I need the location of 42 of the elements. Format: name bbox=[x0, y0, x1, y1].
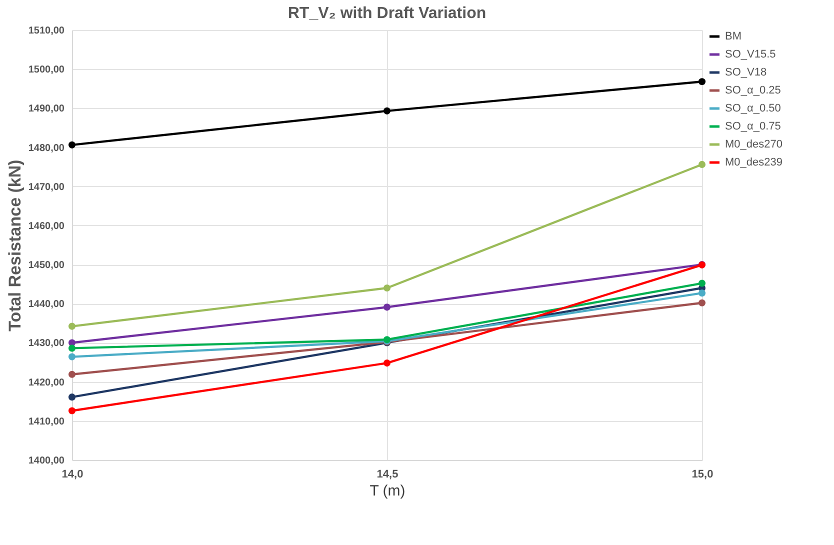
y-tick-label: 1500,00 bbox=[28, 64, 65, 76]
legend-label: SO_V15.5 bbox=[725, 48, 776, 60]
y-tick-label: 1460,00 bbox=[28, 220, 65, 232]
y-tick-label: 1470,00 bbox=[28, 182, 65, 193]
x-axis-title: T (m) bbox=[370, 482, 406, 500]
point bbox=[383, 304, 391, 311]
y-tick-label: 1490,00 bbox=[28, 104, 65, 115]
point bbox=[698, 290, 706, 297]
legend-label: M0_des270 bbox=[725, 138, 782, 150]
y-tick-label: 1420,00 bbox=[28, 377, 65, 388]
point bbox=[383, 360, 391, 367]
x-tick-label: 15,0 bbox=[692, 468, 714, 480]
point bbox=[698, 160, 706, 168]
y-tick-label: 1430,00 bbox=[28, 338, 65, 350]
point bbox=[698, 299, 706, 306]
point bbox=[383, 107, 391, 114]
y-tick-label: 1450,00 bbox=[28, 260, 65, 272]
legend-label: SO_α_0.25 bbox=[725, 84, 781, 96]
legend-label: BM bbox=[725, 30, 742, 42]
x-tick-label: 14,0 bbox=[62, 468, 84, 480]
point bbox=[383, 284, 391, 292]
point bbox=[68, 394, 76, 401]
legend-label: SO_α_0.75 bbox=[725, 120, 781, 132]
point bbox=[68, 353, 76, 360]
point bbox=[68, 322, 76, 330]
y-tick-label: 1440,00 bbox=[28, 299, 65, 310]
chart-title: RT_V₂ with Draft Variation bbox=[288, 5, 486, 22]
y-tick-label: 1510,00 bbox=[28, 26, 65, 36]
point bbox=[698, 78, 706, 86]
legend-label: SO_α_0.50 bbox=[725, 102, 781, 114]
point bbox=[698, 280, 706, 287]
point bbox=[68, 141, 76, 148]
point bbox=[68, 370, 76, 378]
y-tick-label: 1400,00 bbox=[28, 456, 65, 466]
y-tick-label: 1480,00 bbox=[28, 142, 65, 154]
y-axis-title: Total Resistance (kN) bbox=[5, 160, 24, 332]
x-tick-label: 14,5 bbox=[376, 468, 398, 480]
legend-label: M0_des239 bbox=[725, 156, 782, 168]
point bbox=[68, 344, 76, 352]
legend-label: SO_V18 bbox=[725, 66, 767, 78]
point bbox=[68, 407, 76, 414]
y-tick-label: 1410,00 bbox=[28, 416, 65, 428]
